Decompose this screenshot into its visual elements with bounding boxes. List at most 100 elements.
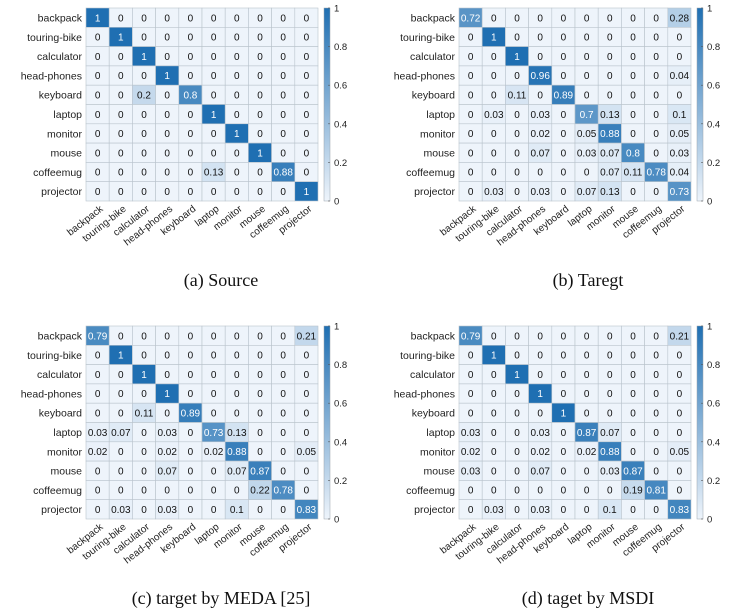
cell-value: 0 — [280, 408, 286, 419]
row-label: calculator — [410, 369, 455, 381]
cell-value: 0.1 — [230, 505, 244, 516]
cell-value: 0 — [491, 331, 497, 342]
cell-value: 0 — [118, 71, 124, 82]
cell-value: 0 — [234, 52, 240, 63]
cell-value: 0.87 — [623, 466, 643, 477]
cell-value: 1 — [514, 370, 520, 381]
cell-value: 0 — [304, 351, 310, 362]
row-label: monitor — [47, 128, 83, 140]
cell-value: 0.78 — [273, 486, 293, 497]
cell-value: 0 — [257, 447, 263, 458]
row-label: keyboard — [39, 408, 82, 420]
cell-value: 0 — [514, 351, 520, 362]
cell-value: 0 — [141, 389, 147, 400]
cell-value: 0 — [304, 148, 310, 159]
cell-value: 0 — [95, 466, 101, 477]
colorbar-tick-label: 0.6 — [334, 399, 347, 410]
cell-value: 0 — [164, 187, 170, 198]
row-label: projector — [414, 504, 455, 516]
cell-value: 0 — [468, 351, 474, 362]
cell-value: 0 — [257, 90, 263, 101]
cell-value: 0 — [561, 33, 567, 44]
cell-value: 0 — [118, 148, 124, 159]
cell-value: 0 — [257, 408, 263, 419]
cell-value: 0 — [537, 52, 543, 63]
cell-value: 0 — [257, 428, 263, 439]
cell-value: 0 — [211, 408, 217, 419]
cell-value: 0 — [491, 52, 497, 63]
cell-value: 1 — [491, 33, 497, 44]
cell-value: 0 — [188, 71, 194, 82]
cell-value: 0 — [468, 33, 474, 44]
cell-value: 0 — [234, 486, 240, 497]
cell-value: 0 — [95, 505, 101, 516]
cell-value: 0 — [653, 110, 659, 121]
cell-value: 0 — [491, 90, 497, 101]
row-label: head-phones — [394, 70, 455, 82]
cell-value: 0 — [188, 505, 194, 516]
cell-value: 0 — [537, 90, 543, 101]
cell-value: 0 — [491, 408, 497, 419]
row-label: calculator — [410, 51, 455, 63]
cell-value: 0.05 — [670, 129, 690, 140]
cell-value: 0.1 — [603, 505, 617, 516]
cell-value: 0 — [304, 466, 310, 477]
cell-value: 0.07 — [600, 168, 620, 179]
cell-value: 0 — [561, 168, 567, 179]
cell-value: 0 — [257, 33, 263, 44]
cell-value: 0 — [141, 486, 147, 497]
cell-value: 0 — [280, 187, 286, 198]
cell-value: 0 — [468, 370, 474, 381]
cell-value: 0 — [234, 187, 240, 198]
cell-value: 0 — [561, 505, 567, 516]
cell-value: 0 — [280, 71, 286, 82]
cell-value: 0 — [95, 129, 101, 140]
cell-value: 0 — [677, 52, 683, 63]
cell-value: 0 — [514, 447, 520, 458]
colorbar-tick-label: 0.8 — [707, 360, 720, 371]
cell-value: 0 — [118, 389, 124, 400]
colorbar-tick-label: 0.6 — [334, 81, 347, 92]
cell-value: 0 — [280, 52, 286, 63]
cell-value: 0.28 — [670, 13, 690, 24]
cell-value: 0.8 — [183, 90, 197, 101]
row-label: monitor — [420, 446, 456, 458]
cell-value: 0.8 — [626, 148, 640, 159]
cell-value: 0 — [280, 110, 286, 121]
cell-value: 0 — [514, 33, 520, 44]
cell-value: 1 — [491, 351, 497, 362]
cell-value: 0.11 — [135, 408, 154, 419]
row-label: coffeemug — [33, 485, 82, 497]
cell-value: 0 — [653, 129, 659, 140]
heatmap-cell — [667, 499, 692, 520]
cell-value: 0 — [164, 13, 170, 24]
cell-value: 1 — [164, 71, 170, 82]
cell-value: 0 — [257, 110, 263, 121]
cell-value: 0 — [677, 486, 683, 497]
cell-value: 0 — [491, 466, 497, 477]
colorbar-tick-label: 0.2 — [707, 158, 720, 169]
cell-value: 0 — [257, 505, 263, 516]
cell-value: 0 — [630, 129, 636, 140]
cell-value: 0.79 — [88, 331, 108, 342]
row-label: mouse — [50, 148, 82, 160]
cell-value: 0 — [234, 168, 240, 179]
row-label: touring-bike — [400, 350, 455, 362]
cell-value: 0 — [514, 110, 520, 121]
cell-value: 0 — [280, 351, 286, 362]
caption-source: (a) Source — [183, 270, 259, 290]
cell-value: 0.07 — [111, 428, 131, 439]
cell-value: 1 — [95, 13, 101, 24]
cell-value: 0 — [188, 331, 194, 342]
cell-value: 0 — [118, 370, 124, 381]
cell-value: 0 — [234, 33, 240, 44]
cell-value: 0 — [164, 90, 170, 101]
cell-value: 0.11 — [508, 90, 527, 101]
cell-value: 0 — [257, 71, 263, 82]
cell-value: 0 — [561, 129, 567, 140]
cell-value: 0 — [653, 505, 659, 516]
heatmap-panel-source: 1 0 0 0 0 0 0 0 0 00 1 0 0 0 0 0 0 0 00 0 1 0 0 0 0 0 0 00 0 0 1 0 0 0 0 0 0… — [21, 4, 348, 249]
cell-value: 0.88 — [227, 447, 247, 458]
cell-value: 0 — [164, 351, 170, 362]
cell-value: 0 — [584, 408, 590, 419]
